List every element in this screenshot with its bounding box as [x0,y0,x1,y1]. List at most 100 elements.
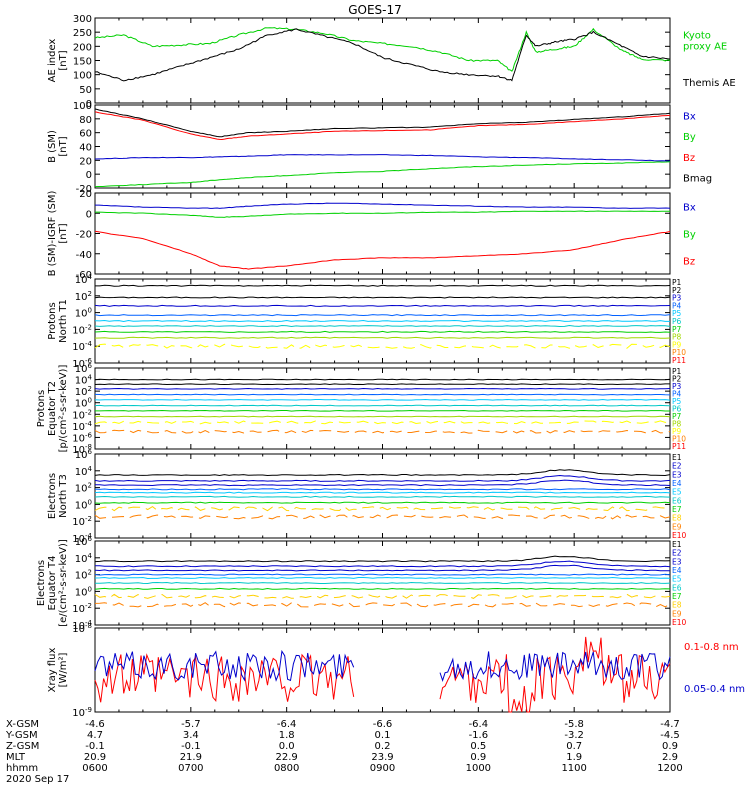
xray-series-long-1 [439,636,671,713]
x-row-value: 23.9 [371,752,393,763]
series-line-p2 [94,383,670,386]
y-axis-label: [e/(cm²-s-sr-keV)] [58,539,69,627]
series-line-p9 [94,343,671,349]
series-line-p6 [94,324,671,328]
channel-label: P11 [672,356,686,365]
x-row-value: -5.8 [564,719,584,730]
series-line-p10 [94,429,671,434]
series-line-p7 [95,409,670,412]
y-axis-label: Protons [36,390,47,427]
y-axis-label: Equator T2 [47,381,58,436]
y-tick-label: -20 [76,184,92,195]
y-tick-label: 106 [75,535,93,548]
xray-series-long-0 [94,653,355,703]
legend-label: Bx [683,203,696,214]
legend-label: By [683,132,696,143]
channel-label: E5 [672,575,682,584]
channel-label: P2 [672,286,682,295]
series-line-bx [95,202,671,209]
y-tick-label: 106 [75,448,93,461]
series-line-e1 [94,555,671,563]
channel-label: P6 [672,405,682,414]
series-line-p4 [94,314,671,317]
x-row-value: 1100 [561,763,586,774]
panel-ae: 0 50 100 150 200 250 300 AE index [nT] Kyotoproxy… [47,14,736,110]
x-row-value: -4.7 [660,719,680,730]
y-tick-label: 10-4 [72,340,92,353]
x-row-label: MLT [6,752,26,763]
x-row-value: -0.1 [181,741,201,752]
x-row-value: 0.9 [470,752,486,763]
series-line-e7 [94,587,671,590]
channel-label: E8 [672,601,682,610]
channel-label: P11 [672,442,686,451]
channel-label: E4 [672,566,682,575]
y-tick-label: 80 [79,115,92,126]
xray-series-short-1 [439,651,671,682]
x-row-value: -6.4 [469,719,489,730]
channel-label: P7 [672,412,682,421]
y-axis-label: Xray flux [47,648,58,693]
x-row-label: X-GSM [6,719,39,730]
series-line-p5 [94,319,670,323]
x-row-value: 1.9 [566,752,582,763]
series-line-e6 [94,581,671,585]
series-line-e8 [94,593,671,599]
legend-label: Bmag [683,174,712,185]
y-tick-label: 100 [73,71,92,82]
x-row-value: 0900 [370,763,395,774]
panel-bsm: -20 0 20 40 60 80 100 B (SM) [nT] Bx By Bz Bmag [47,101,712,195]
series-line-p1 [94,378,671,381]
series-line-e5 [94,576,671,580]
series-line-p3 [94,304,671,307]
chart-title: GOES-17 [348,3,402,17]
series-line-kyoto-proxy-ae [94,27,671,72]
x-row-value: -0.1 [85,741,105,752]
y-tick-label: -20 [76,230,92,241]
series-line-e9 [94,602,671,608]
channel-label: E7 [672,505,682,514]
channel-label: E4 [672,479,682,488]
x-row-label: Y-GSM [5,730,38,741]
series-line-themis-ae [94,28,671,82]
channel-label: E5 [672,488,682,497]
y-tick-label: 100 [75,307,92,320]
y-tick-label: 200 [73,42,92,53]
channel-label: P10 [672,348,686,357]
y-axis-label: [W/m²] [58,652,69,687]
series-line-bx [94,154,671,162]
x-row-value: 0700 [178,763,203,774]
series-line-p4 [94,393,671,396]
y-tick-label: 10-8 [72,622,92,635]
y-tick-label: 102 [75,482,92,495]
y-axis-label: Equator T4 [47,556,58,611]
y-tick-label: 10-2 [72,515,92,528]
x-row-value: 22.9 [276,752,298,763]
channel-label: P1 [672,367,682,376]
y-tick-label: 40 [79,143,92,154]
channel-label: P4 [672,301,682,310]
y-tick-label: 10-2 [72,323,92,336]
channel-label: P3 [672,294,682,303]
channel-label: P5 [672,397,682,406]
series-line-p7 [94,330,671,333]
channel-label: P4 [672,390,682,399]
series-line-by [94,161,671,188]
legend-label: Themis AE [682,78,736,89]
y-tick-label: 100 [75,585,92,598]
x-row-value: 0600 [82,763,107,774]
channel-label: E9 [672,522,682,531]
x-row-value: 0800 [274,763,299,774]
y-tick-label: 20 [79,156,92,167]
series-line-p8 [94,415,671,418]
series-line-e3 [94,564,670,572]
x-row-label: Z-GSM [6,741,39,752]
series-line-e5 [94,491,671,494]
x-row-value: 1200 [657,763,682,774]
series-line-p8 [94,336,671,339]
x-row-value: 0.5 [470,741,486,752]
y-tick-label: 100 [73,101,92,112]
x-row-value: -3.2 [564,730,584,741]
y-axis-label: [nT] [58,223,69,243]
